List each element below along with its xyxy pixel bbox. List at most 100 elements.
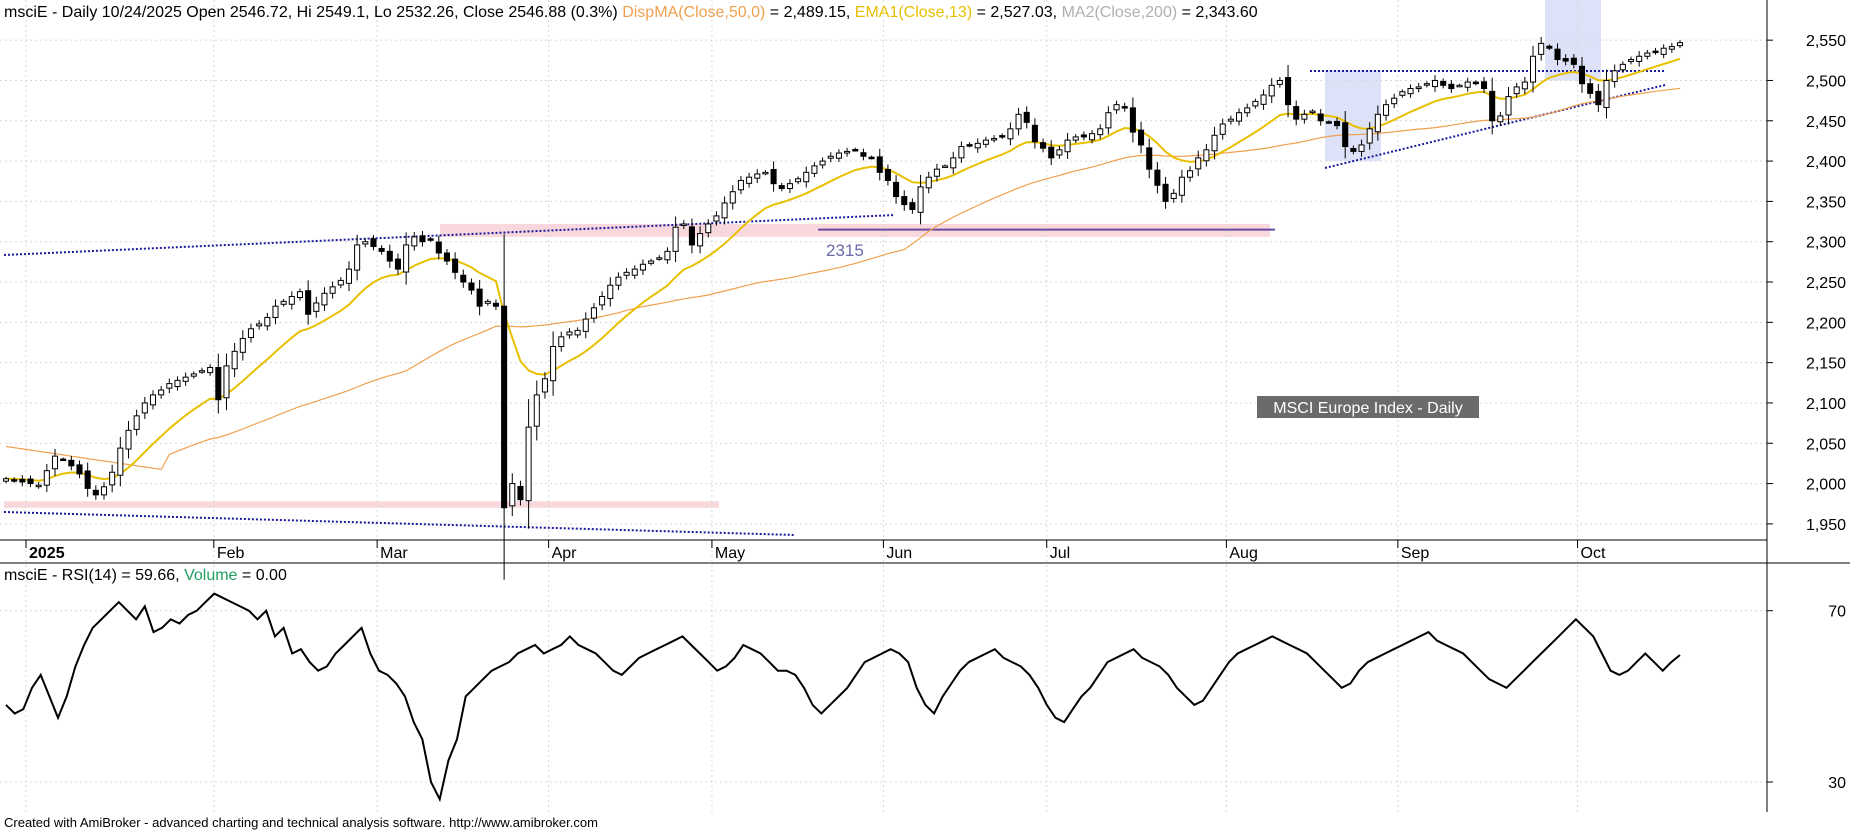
candle [656, 255, 663, 261]
candle-body [590, 307, 597, 319]
price-y-tick-label: 2,200 [1806, 315, 1846, 332]
candle-body [1007, 128, 1014, 140]
candle-body [443, 252, 450, 262]
candle-body [868, 156, 875, 160]
x-tick-label: Jul [1050, 545, 1070, 562]
trendlines [3, 70, 1666, 536]
candle-body [362, 241, 369, 245]
upper-trendline [3, 214, 896, 256]
candle [803, 166, 810, 188]
moving-average-lines [5, 57, 1681, 482]
candle-body [574, 329, 581, 336]
candle-body [239, 337, 246, 353]
candle [631, 265, 638, 280]
candle-body [1244, 107, 1251, 114]
candle-body [1040, 142, 1047, 149]
candle [239, 330, 246, 361]
candle-body [705, 223, 712, 234]
candle [207, 364, 214, 376]
candle [1317, 109, 1324, 126]
candle-body [1350, 148, 1357, 152]
candle [19, 475, 26, 487]
candle [533, 380, 540, 441]
candle-body [174, 379, 181, 387]
candle [1056, 146, 1063, 159]
candle [501, 234, 508, 580]
candle-body [1358, 144, 1365, 152]
candle-body [835, 152, 842, 159]
candle-body [1636, 55, 1643, 62]
candle-body [1121, 106, 1128, 109]
candle-body [1219, 123, 1226, 135]
axes [0, 0, 1850, 812]
candle-body [1211, 134, 1218, 152]
candle [247, 323, 255, 343]
candle [525, 399, 532, 529]
candle [419, 231, 426, 247]
candle-body [288, 296, 295, 305]
candle-body [296, 291, 304, 298]
candle-body [215, 366, 222, 401]
candle [615, 272, 622, 291]
candle-body [305, 290, 312, 315]
candle-body [541, 378, 548, 393]
candle-body [1129, 107, 1136, 133]
candle-body [1521, 81, 1528, 90]
candle-body [958, 146, 965, 159]
candle-body [901, 196, 908, 206]
candle-body [1342, 122, 1349, 148]
candle-body [1325, 121, 1332, 124]
support-zone [4, 501, 719, 508]
candle-body [1366, 128, 1373, 144]
candle [84, 462, 91, 497]
candle [1423, 81, 1430, 88]
candle [1023, 106, 1030, 129]
candle-body [525, 426, 532, 502]
x-tick-label: Sep [1401, 545, 1430, 562]
ma2-legend-value: = 2,343.60 [1182, 4, 1258, 21]
candle [394, 253, 401, 275]
candle-body [321, 292, 328, 306]
candle [125, 420, 132, 459]
candle-body [1276, 79, 1283, 85]
candle [590, 303, 597, 323]
candle [1399, 89, 1406, 98]
candle [517, 480, 524, 506]
candle-body [1407, 88, 1414, 95]
candle-body [468, 282, 475, 291]
candle-body [533, 394, 540, 427]
candle-body [35, 484, 42, 488]
candle [1187, 166, 1194, 182]
candle [713, 211, 720, 226]
candle-body [1529, 55, 1537, 83]
candle [1415, 82, 1422, 93]
candle [844, 147, 851, 157]
candle [403, 232, 410, 285]
candle-body [974, 142, 981, 149]
candle-body [795, 178, 802, 183]
candle-body [999, 135, 1006, 138]
candle-body [501, 305, 508, 509]
candle-body [517, 485, 524, 501]
candle-body [639, 263, 646, 271]
candle-body [247, 328, 255, 338]
candle [1309, 109, 1316, 115]
candle [305, 280, 312, 325]
candle [1676, 40, 1684, 49]
candle-body [149, 394, 157, 406]
candle [435, 235, 442, 260]
candle-body [876, 156, 883, 173]
candle [11, 477, 18, 483]
candle [321, 287, 328, 311]
candle-body [1587, 83, 1594, 94]
candle [1203, 143, 1210, 167]
candle [1227, 115, 1234, 125]
candle [639, 259, 646, 275]
candle [901, 190, 908, 211]
candle-body [2, 478, 10, 482]
candle [1407, 84, 1414, 98]
candle-body [1660, 47, 1667, 55]
candle [1668, 42, 1675, 53]
candle-body [256, 323, 263, 327]
dispma-line [5, 87, 1681, 471]
